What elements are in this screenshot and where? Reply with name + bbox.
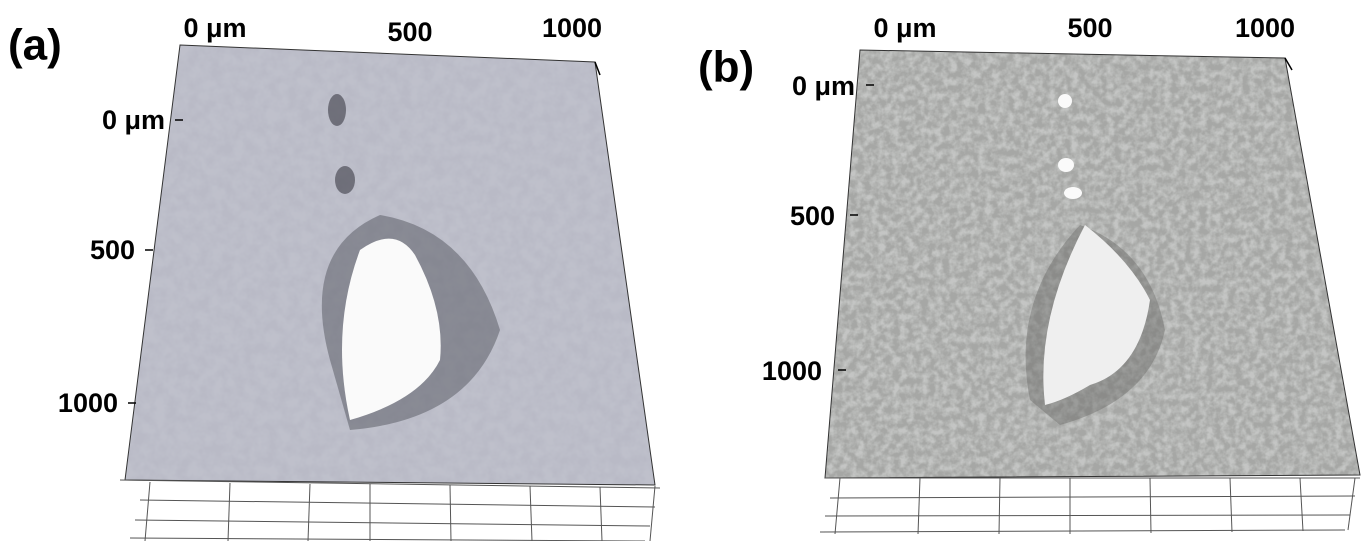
surface-a bbox=[120, 40, 660, 490]
y-tick-label: 500 bbox=[90, 235, 135, 265]
panel-label: (a) bbox=[8, 21, 62, 70]
x-tick-label: 0 μm bbox=[183, 13, 246, 43]
x-tick-label: 0 μm bbox=[873, 13, 936, 43]
figure: (a) 0 μm 500 1000 0 μm 500 1000 (b) 0 μm… bbox=[0, 0, 1363, 541]
panel-label: (b) bbox=[698, 43, 754, 92]
x-tick-label: 1000 bbox=[1235, 13, 1295, 43]
y-tick-label: 500 bbox=[790, 201, 835, 231]
x-tick-label: 500 bbox=[387, 17, 432, 47]
x-tick-label: 500 bbox=[1067, 13, 1112, 43]
x-tick-label: 1000 bbox=[542, 13, 602, 43]
y-tick-label: 1000 bbox=[762, 356, 822, 386]
base-grid-b bbox=[820, 478, 1360, 534]
surface-b bbox=[820, 45, 1363, 485]
y-tick-label: 0 μm bbox=[792, 71, 855, 101]
y-tick-label: 0 μm bbox=[102, 105, 165, 135]
base-grid-a bbox=[120, 480, 660, 541]
y-tick-label: 1000 bbox=[58, 388, 118, 418]
